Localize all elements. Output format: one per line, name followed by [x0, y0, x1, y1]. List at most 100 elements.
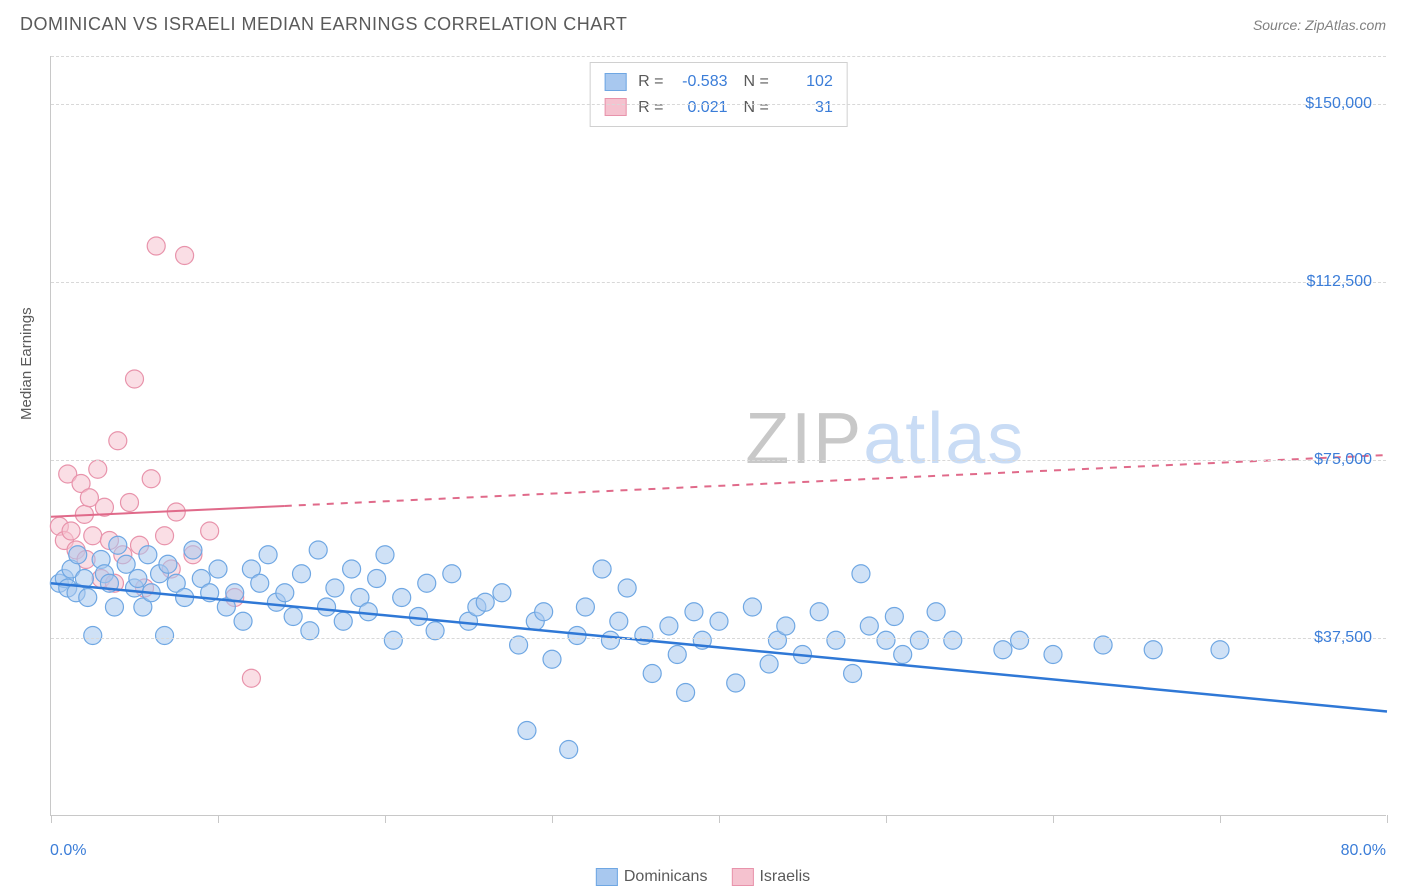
data-point-dominicans [418, 574, 436, 592]
gridline [51, 282, 1386, 283]
data-point-dominicans [318, 598, 336, 616]
data-point-dominicans [309, 541, 327, 559]
data-point-dominicans [84, 627, 102, 645]
data-point-dominicans [685, 603, 703, 621]
data-point-dominicans [668, 646, 686, 664]
data-point-dominicans [209, 560, 227, 578]
data-point-dominicans [894, 646, 912, 664]
chart-header: DOMINICAN VS ISRAELI MEDIAN EARNINGS COR… [0, 0, 1406, 43]
data-point-dominicans [844, 665, 862, 683]
data-point-dominicans [159, 555, 177, 573]
data-point-israelis [109, 432, 127, 450]
data-point-dominicans [852, 565, 870, 583]
data-point-israelis [176, 247, 194, 265]
data-point-dominicans [493, 584, 511, 602]
data-point-dominicans [927, 603, 945, 621]
data-point-dominicans [560, 741, 578, 759]
data-point-israelis [120, 494, 138, 512]
data-point-israelis [242, 669, 260, 687]
data-point-dominicans [618, 579, 636, 597]
x-tick [1387, 815, 1388, 823]
data-point-dominicans [334, 612, 352, 630]
data-point-dominicans [1044, 646, 1062, 664]
data-point-dominicans [810, 603, 828, 621]
legend-series: Dominicans Israelis [596, 868, 810, 886]
stat-n-value-0: 102 [775, 69, 833, 95]
stat-n-value-1: 31 [775, 95, 833, 121]
data-point-dominicans [393, 589, 411, 607]
data-point-dominicans [610, 612, 628, 630]
legend-label-dominicans: Dominicans [624, 868, 708, 886]
data-point-dominicans [343, 560, 361, 578]
data-point-dominicans [1011, 631, 1029, 649]
data-point-dominicans [885, 608, 903, 626]
data-point-dominicans [877, 631, 895, 649]
chart-source: Source: ZipAtlas.com [1253, 17, 1386, 33]
data-point-dominicans [677, 684, 695, 702]
data-point-dominicans [994, 641, 1012, 659]
data-point-dominicans [259, 546, 277, 564]
data-point-dominicans [944, 631, 962, 649]
x-tick [1053, 815, 1054, 823]
data-point-dominicans [860, 617, 878, 635]
legend-swatch-1 [604, 98, 626, 116]
legend-item-israelis: Israelis [731, 868, 810, 886]
x-tick [385, 815, 386, 823]
y-tick-label: $150,000 [1305, 95, 1372, 113]
data-point-dominicans [156, 627, 174, 645]
data-point-dominicans [535, 603, 553, 621]
data-point-dominicans [593, 560, 611, 578]
gridline [51, 638, 1386, 639]
stat-r-label-1: R = [638, 95, 663, 121]
data-point-dominicans [105, 598, 123, 616]
data-point-dominicans [276, 584, 294, 602]
data-point-dominicans [518, 722, 536, 740]
x-tick [1220, 815, 1221, 823]
trendline-israelis-dashed [285, 455, 1387, 506]
x-axis-min-label: 0.0% [50, 842, 86, 860]
x-tick [552, 815, 553, 823]
data-point-israelis [201, 522, 219, 540]
x-tick [719, 815, 720, 823]
x-tick [218, 815, 219, 823]
y-axis-label: Median Earnings [18, 307, 35, 420]
x-axis-max-label: 80.0% [1341, 842, 1386, 860]
chart-canvas [51, 56, 1386, 815]
data-point-dominicans [359, 603, 377, 621]
legend-stats-row-1: R = 0.021 N = 31 [604, 95, 833, 121]
data-point-dominicans [1211, 641, 1229, 659]
data-point-dominicans [443, 565, 461, 583]
trendline-dominicans [51, 583, 1387, 711]
stat-n-label-0: N = [744, 69, 769, 95]
y-tick-label: $75,000 [1314, 451, 1372, 469]
data-point-dominicans [184, 541, 202, 559]
legend-stats-row-0: R = -0.583 N = 102 [604, 69, 833, 95]
data-point-dominicans [376, 546, 394, 564]
gridline [51, 56, 1386, 57]
data-point-dominicans [69, 546, 87, 564]
data-point-dominicans [643, 665, 661, 683]
gridline [51, 104, 1386, 105]
plot-area: ZIPatlas R = -0.583 N = 102 R = 0.021 N … [50, 56, 1386, 816]
legend-item-dominicans: Dominicans [596, 868, 708, 886]
data-point-dominicans [777, 617, 795, 635]
legend-label-israelis: Israelis [759, 868, 810, 886]
data-point-dominicans [409, 608, 427, 626]
data-point-israelis [89, 460, 107, 478]
stat-r-value-0: -0.583 [670, 69, 728, 95]
data-point-dominicans [727, 674, 745, 692]
data-point-dominicans [109, 536, 127, 554]
data-point-dominicans [743, 598, 761, 616]
gridline [51, 460, 1386, 461]
stat-n-label-1: N = [744, 95, 769, 121]
data-point-dominicans [1144, 641, 1162, 659]
data-point-dominicans [284, 608, 302, 626]
data-point-dominicans [760, 655, 778, 673]
y-tick-label: $37,500 [1314, 629, 1372, 647]
legend-swatch-0 [604, 73, 626, 91]
data-point-dominicans [827, 631, 845, 649]
data-point-dominicans [251, 574, 269, 592]
data-point-israelis [156, 527, 174, 545]
data-point-dominicans [139, 546, 157, 564]
data-point-dominicans [368, 570, 386, 588]
